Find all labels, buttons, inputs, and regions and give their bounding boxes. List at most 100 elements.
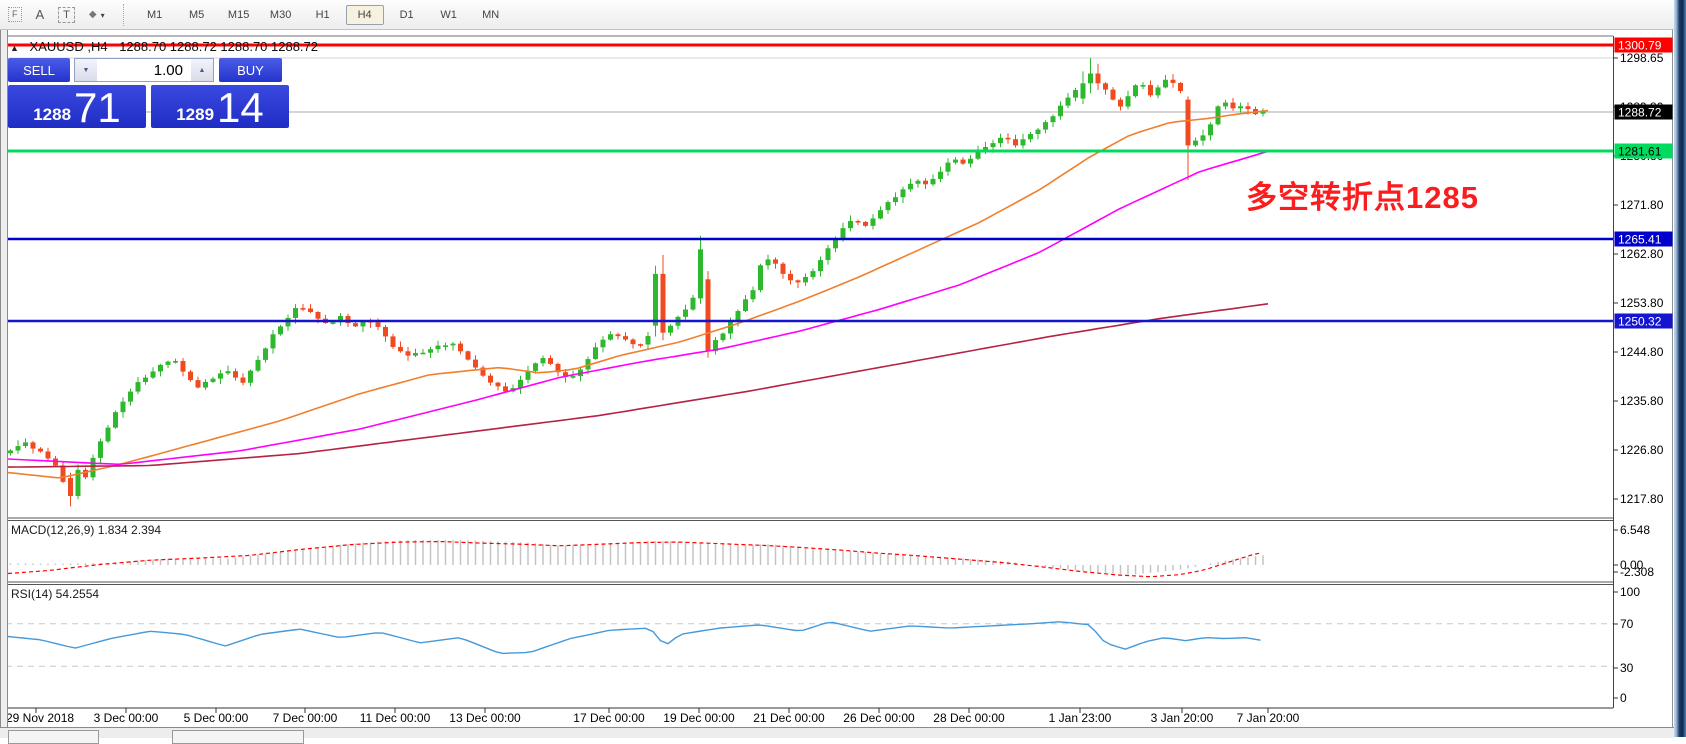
candle	[1110, 87, 1116, 101]
chart-tab[interactable]	[8, 730, 99, 744]
time-tick-label: 11 Dec 00:00	[360, 711, 431, 725]
candle	[1185, 96, 1191, 181]
chart-text-annotation[interactable]: 多空转折点1285	[1246, 180, 1479, 215]
candle	[848, 215, 853, 232]
candle	[638, 343, 643, 348]
candle	[758, 263, 763, 293]
sell-button[interactable]: SELL	[8, 58, 70, 82]
candle	[23, 438, 28, 449]
candle	[338, 312, 343, 326]
candle	[8, 449, 13, 456]
ma-fast-line	[7, 109, 1269, 479]
tf-button-MN[interactable]: MN	[482, 8, 500, 21]
sell-price-display[interactable]: 1288 71	[8, 85, 146, 128]
candle	[803, 273, 808, 286]
window-left-edge	[0, 30, 8, 737]
candle	[1260, 108, 1266, 117]
candle	[1125, 90, 1131, 110]
macd-indicator-label: MACD(12,26,9) 1.834 2.394	[11, 523, 162, 537]
rsi-tick-label: 100	[1620, 585, 1640, 599]
volume-increase-button[interactable]: ▲	[191, 59, 213, 81]
text-annotation-icon[interactable]: A	[35, 7, 45, 22]
price-badge-text: 1250.32	[1618, 315, 1662, 329]
timeframe-buttons: M1 M5 M15 M30 H1 H4 D1 W1 MN	[134, 4, 512, 25]
candle	[1208, 122, 1213, 141]
candle	[210, 376, 216, 384]
candle	[143, 374, 148, 385]
candle	[548, 355, 553, 365]
candle	[300, 303, 306, 312]
candle	[930, 174, 936, 187]
candle	[555, 362, 561, 377]
candle	[30, 440, 36, 454]
candle	[75, 464, 81, 500]
ma-slow-line	[7, 303, 1269, 468]
chart-title: ▲ XAUUSD ,H4 1288.70 1288.72 1288.70 128…	[10, 39, 318, 54]
candle	[668, 324, 673, 336]
time-tick-label: 3 Dec 00:00	[94, 711, 159, 725]
candle	[60, 461, 66, 484]
candle	[1020, 133, 1026, 149]
buy-price-display[interactable]: 1289 14	[151, 85, 289, 128]
time-tick-label: 26 Dec 00:00	[843, 711, 915, 725]
tf-button-M30[interactable]: M30	[269, 8, 292, 21]
volume-input[interactable]	[97, 59, 191, 81]
snap-grid-icon[interactable]: F	[8, 7, 22, 22]
candle	[458, 341, 463, 355]
candle	[1223, 99, 1228, 110]
buy-button[interactable]: BUY	[219, 58, 282, 82]
shapes-icon[interactable]: ◆ ▾	[89, 9, 105, 20]
candle	[1163, 75, 1168, 89]
macd-tick-label: -2.308	[1620, 565, 1654, 579]
candle	[908, 178, 913, 192]
candle	[150, 367, 156, 380]
candle	[413, 348, 418, 358]
candle	[128, 388, 133, 406]
candle	[1028, 132, 1033, 143]
price-badge-text: 1281.61	[1618, 145, 1662, 159]
candle	[120, 397, 126, 418]
tf-button-H1[interactable]: H1	[315, 8, 330, 21]
candle	[1095, 63, 1101, 90]
chart-tab[interactable]	[172, 730, 304, 744]
candle	[278, 324, 283, 336]
tf-button-D1[interactable]: D1	[399, 8, 414, 21]
candle	[308, 304, 313, 314]
candle	[38, 447, 43, 453]
candle	[405, 346, 411, 361]
candle	[1103, 82, 1108, 95]
tf-button-M1[interactable]: M1	[146, 8, 163, 21]
candle	[713, 337, 718, 355]
volume-decrease-button[interactable]: ▼	[75, 59, 97, 81]
ma-medium-line	[7, 150, 1269, 466]
candle	[285, 314, 291, 331]
tf-button-H4[interactable]: H4	[345, 4, 384, 25]
toolbar: F A T ◆ ▾ M1 M5 M15 M30 H1 H4 D1 W1 MN	[0, 0, 1674, 30]
candle	[1178, 82, 1183, 94]
candle	[270, 329, 276, 354]
tf-button-W1[interactable]: W1	[440, 8, 457, 21]
text-label-icon[interactable]: T	[58, 6, 75, 23]
tf-button-M15[interactable]: M15	[227, 8, 250, 21]
candle	[420, 348, 426, 355]
candle	[450, 341, 456, 351]
price-badge-text: 1265.41	[1618, 233, 1662, 247]
candle	[953, 157, 958, 165]
candle	[83, 467, 88, 480]
candle	[1043, 120, 1048, 134]
candle	[135, 376, 141, 395]
candle	[98, 438, 103, 464]
candle	[968, 155, 973, 168]
candle	[390, 333, 396, 350]
candle	[765, 254, 771, 270]
candle	[653, 265, 658, 337]
candle	[818, 256, 823, 277]
candle	[518, 375, 523, 394]
tf-button-M5[interactable]: M5	[188, 8, 205, 21]
candle	[255, 355, 261, 373]
time-tick-label: 7 Dec 00:00	[273, 711, 338, 725]
candle	[1013, 134, 1018, 148]
candle	[240, 373, 246, 386]
collapse-icon[interactable]: ▲	[10, 43, 19, 53]
